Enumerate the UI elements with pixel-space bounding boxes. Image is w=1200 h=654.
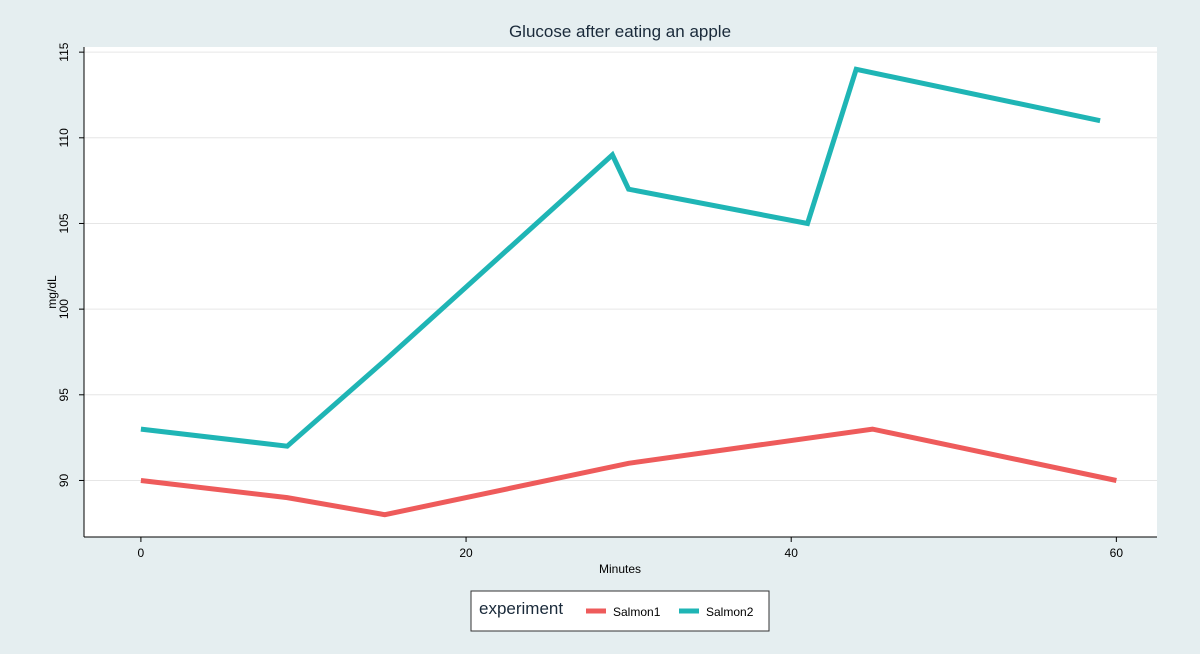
legend: experiment Salmon1 Salmon2: [470, 590, 770, 632]
plot-area: [84, 47, 1157, 537]
chart-title: Glucose after eating an apple: [509, 22, 731, 41]
series-lines: [140, 66, 1117, 518]
y-tick-label: 90: [57, 473, 71, 487]
y-tick-label: 110: [57, 128, 71, 147]
legend-label-salmon1: Salmon1: [613, 605, 661, 619]
x-axis-title: Minutes: [599, 562, 641, 576]
legend-title: experiment: [479, 599, 563, 618]
legend-label-salmon2: Salmon2: [706, 605, 754, 619]
x-tick-label: 40: [785, 546, 799, 560]
series-line-salmon2: [140, 66, 1101, 449]
grid-lines: [84, 51, 1157, 481]
axis-ticks: 90 95 100 105 110 115 0 20 40 60: [57, 42, 1123, 560]
x-tick-label: 60: [1110, 546, 1124, 560]
x-tick-label: 20: [459, 546, 473, 560]
x-tick-label: 0: [138, 546, 145, 560]
legend-box: [470, 590, 770, 632]
series-line-salmon1: [140, 426, 1117, 518]
y-tick-label: 115: [57, 42, 71, 61]
y-tick-label: 95: [57, 388, 71, 402]
y-tick-label: 100: [57, 299, 71, 319]
y-axis-title: mg/dL: [45, 275, 59, 309]
legend-items: Salmon1 Salmon2: [586, 605, 754, 619]
y-tick-label: 105: [57, 213, 71, 233]
